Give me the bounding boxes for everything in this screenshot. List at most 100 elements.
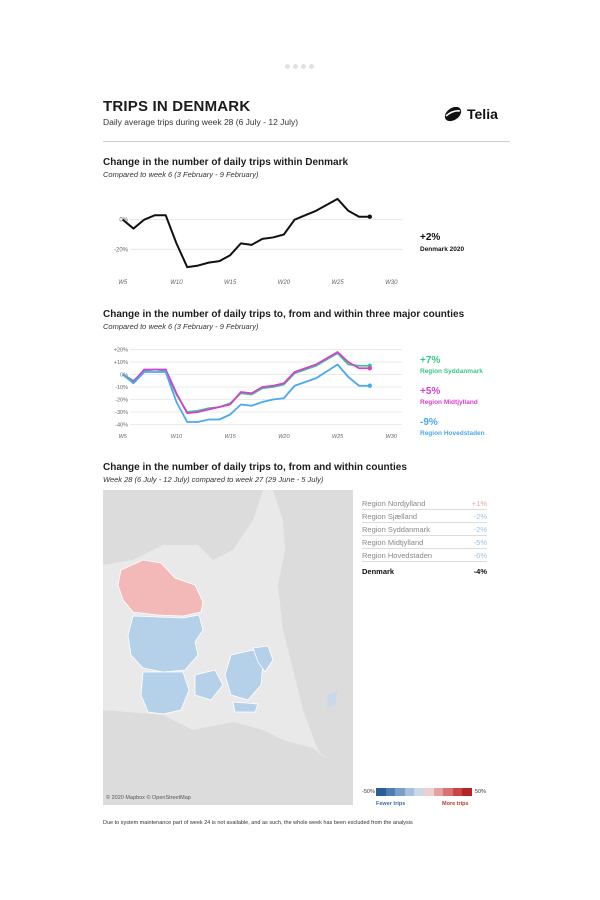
total-name: Denmark	[362, 566, 395, 576]
series-line	[122, 197, 370, 269]
y-tick-label: -10%	[115, 385, 128, 391]
total-value: -4%	[473, 566, 487, 576]
region-name: Region Nordjylland	[362, 497, 457, 510]
carousel-dot[interactable]	[301, 64, 306, 69]
denmark-trips-chart: 0%-20%W5 W10 W15 W20 W25 W30	[114, 197, 402, 285]
y-tick-label: -30%	[115, 410, 128, 416]
legend-swatch	[385, 788, 396, 796]
map-region-syddanmark-jutland[interactable]	[140, 671, 190, 715]
legend-min-label: -50%	[362, 789, 375, 795]
map-land-sweden	[273, 490, 353, 790]
map-land-norway	[103, 490, 263, 565]
x-tick-label: W20	[278, 280, 291, 285]
legend-swatch	[462, 788, 472, 796]
legend-fewer-label: Fewer trips	[376, 801, 406, 807]
region-name: Region Sjælland	[362, 509, 457, 523]
legend-swatch	[414, 788, 424, 796]
map-island-bornholm	[327, 690, 338, 708]
carousel-dots[interactable]	[285, 64, 315, 70]
midtjylland-annotation-label: Region Midtjylland	[420, 399, 478, 406]
x-tick-label: W25	[332, 434, 344, 440]
region-value: +1%	[457, 497, 487, 510]
x-tick-label: W30	[386, 434, 398, 440]
legend-swatch	[433, 788, 444, 796]
x-tick-label: W25	[331, 280, 344, 285]
y-tick-label: -40%	[115, 423, 128, 429]
telia-logo: Telia	[443, 101, 513, 127]
carousel-dot[interactable]	[309, 64, 314, 69]
section2-subtitle: Compared to week 6 (3 February - 9 Febru…	[103, 322, 259, 331]
table-row: Region Midtjylland -5%	[362, 535, 487, 549]
map-canvas	[103, 490, 353, 805]
section1-subtitle: Compared to week 6 (3 February - 9 Febru…	[103, 170, 259, 179]
region-name: Region Midtjylland	[362, 535, 457, 549]
carousel-dot[interactable]	[285, 64, 290, 69]
legend-swatch	[395, 788, 405, 796]
x-tick-label: W5	[118, 280, 128, 285]
footnote: Due to system maintenance part of week 2…	[103, 820, 413, 826]
legend-swatch	[443, 788, 453, 796]
y-tick-label: +20%	[114, 348, 128, 354]
legend-max-label: 50%	[475, 789, 487, 795]
legend-color-scale	[376, 788, 472, 796]
table-row: Region Hovedstaden -6%	[362, 548, 487, 562]
hovedstaden-annotation-value: -9%	[420, 417, 438, 428]
hovedstaden-annotation-label: Region Hovedstaden	[420, 430, 485, 437]
logo-text: Telia	[467, 106, 498, 122]
section1-title: Change in the number of daily trips with…	[103, 157, 349, 168]
legend-swatch	[452, 788, 463, 796]
series-end-point	[367, 383, 372, 388]
x-tick-label: W15	[224, 434, 236, 440]
series-end-point	[367, 366, 372, 371]
carousel-dot[interactable]	[293, 64, 298, 69]
divider	[103, 141, 510, 142]
table-row-total: Denmark -4%	[362, 562, 487, 578]
x-tick-label: W15	[224, 280, 237, 285]
series-end-point	[367, 214, 372, 219]
region-value: -2%	[457, 522, 487, 536]
map-region-syddanmark-funen[interactable]	[194, 669, 224, 701]
table-row: Region Nordjylland +1%	[362, 497, 487, 510]
x-tick-label: W10	[171, 434, 183, 440]
map-region-hovedstaden[interactable]	[252, 645, 274, 673]
denmark-annotation-label: Denmark 2020	[420, 246, 465, 253]
page-subtitle: Daily average trips during week 28 (6 Ju…	[103, 117, 299, 127]
table-row: Region Sjælland -2%	[362, 509, 487, 523]
map-region-sjaelland-lolland[interactable]	[232, 701, 259, 713]
telia-logo-icon	[444, 106, 462, 122]
x-tick-label: W10	[170, 280, 183, 285]
section2-title: Change in the number of daily trips to, …	[103, 309, 465, 320]
x-tick-label: W20	[278, 434, 290, 440]
region-value: -5%	[457, 535, 487, 549]
syddanmark-annotation-value: +7%	[420, 355, 441, 366]
map-region-nordjylland[interactable]	[117, 559, 204, 617]
legend-swatch	[376, 788, 386, 796]
region-value: -6%	[457, 548, 487, 562]
region-value: -2%	[457, 509, 487, 523]
region-table: Region Nordjylland +1% Region Sjælland -…	[362, 497, 487, 577]
denmark-map[interactable]: © 2020 Mapbox © OpenStreetMap	[103, 490, 353, 805]
map-region-midtjylland[interactable]	[127, 614, 204, 673]
section3-subtitle: Week 28 (6 July - 12 July) compared to w…	[103, 475, 324, 484]
region-name: Region Hovedstaden	[362, 548, 457, 562]
region-name: Region Syddanmark	[362, 522, 457, 536]
y-tick-label: +10%	[114, 360, 128, 366]
section3-title: Change in the number of daily trips to, …	[103, 462, 407, 473]
x-tick-label: W30	[385, 280, 398, 285]
series-line	[122, 363, 370, 423]
denmark-annotation-value: +2%	[420, 232, 441, 243]
map-attribution[interactable]: © 2020 Mapbox © OpenStreetMap	[106, 795, 191, 801]
map-land-germany	[103, 710, 353, 805]
page-title: TRIPS IN DENMARK	[103, 98, 251, 115]
midtjylland-annotation-value: +5%	[420, 386, 441, 397]
table-row: Region Syddanmark -2%	[362, 522, 487, 536]
legend-swatch	[404, 788, 415, 796]
x-tick-label: W5	[119, 434, 128, 440]
legend-more-label: More trips	[442, 801, 469, 807]
legend-swatch	[423, 788, 434, 796]
series-line	[122, 351, 370, 415]
y-tick-label: -20%	[115, 398, 128, 404]
y-tick-label: -20%	[114, 247, 129, 253]
counties-trips-chart: +20%+10%0%-10%-20%-30%-40%W5 W10 W15 W20 W25…	[114, 348, 402, 440]
syddanmark-annotation-label: Region Syddanmark	[420, 368, 483, 375]
